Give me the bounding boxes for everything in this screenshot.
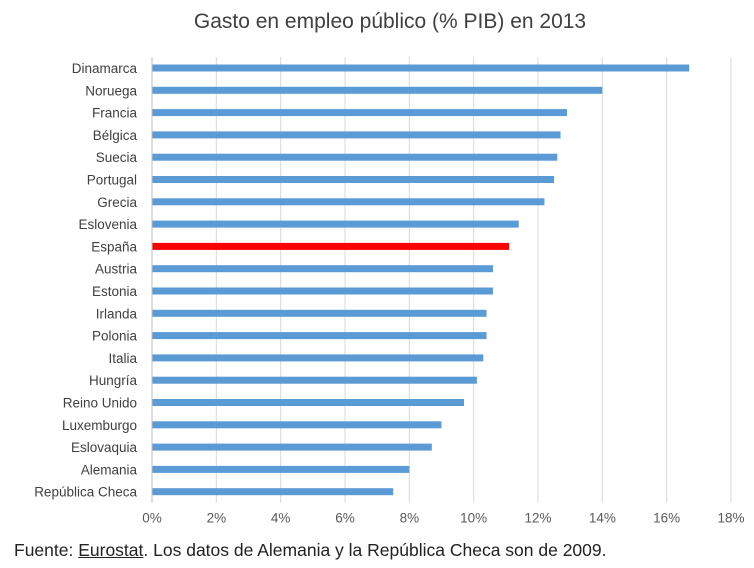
bar	[152, 399, 465, 406]
bars	[152, 64, 690, 496]
bar	[152, 176, 555, 183]
bar	[152, 465, 410, 473]
category-label: Alemania	[81, 462, 138, 477]
bar	[152, 220, 519, 228]
bar	[152, 488, 394, 496]
source-suffix: . Los datos de Alemania y la República C…	[143, 540, 607, 560]
category-label: Hungría	[89, 373, 138, 388]
x-tick-label: 0%	[142, 511, 162, 526]
category-label: Dinamarca	[72, 61, 138, 76]
x-tick-label: 6%	[335, 511, 355, 526]
category-label: Suecia	[96, 150, 138, 165]
category-label: Irlanda	[96, 306, 138, 321]
x-tick-label: 14%	[589, 511, 616, 526]
category-label: Italia	[108, 351, 137, 366]
x-tick-labels: 0% 2% 4% 6% 8% 10% 12% 14% 16% 18%	[142, 511, 744, 526]
bar	[152, 376, 477, 384]
bar-highlighted	[152, 242, 510, 250]
x-tick-label: 18%	[717, 511, 744, 526]
category-label: Francia	[92, 106, 138, 121]
x-tick-label: 10%	[460, 511, 487, 526]
bar	[152, 309, 487, 317]
bar	[152, 198, 545, 206]
source-note: Fuente: Eurostat. Los datos de Alemania …	[14, 540, 607, 561]
category-label: Eslovenia	[78, 217, 137, 232]
bar	[152, 109, 567, 117]
bar	[152, 64, 690, 72]
category-label: Reino Unido	[63, 396, 137, 411]
bar	[152, 443, 432, 451]
x-tick-label: 12%	[524, 511, 551, 526]
bar	[152, 421, 442, 429]
bar	[152, 287, 493, 295]
category-label: Noruega	[85, 83, 137, 98]
bar	[152, 332, 487, 340]
bar	[152, 86, 603, 94]
source-prefix: Fuente:	[14, 540, 79, 560]
bar-chart: Gasto en empleo público (% PIB) en 2013 …	[34, 10, 744, 526]
bar	[152, 354, 484, 362]
category-label: Eslovaquia	[71, 440, 138, 455]
category-label: España	[91, 239, 137, 254]
x-tick-label: 8%	[400, 511, 420, 526]
category-label: Polonia	[92, 329, 138, 344]
category-label: Grecia	[97, 195, 137, 210]
source-link[interactable]: Eurostat	[78, 540, 144, 560]
bar	[152, 265, 493, 273]
category-labels: Dinamarca Noruega Francia Bélgica Suecia Port…	[34, 61, 137, 500]
category-label: Bélgica	[93, 128, 138, 143]
category-label: Estonia	[92, 284, 138, 299]
category-label: Luxemburgo	[62, 418, 137, 433]
bar	[152, 153, 558, 161]
category-label: Austria	[95, 262, 138, 277]
x-tick-label: 2%	[207, 511, 227, 526]
bar	[152, 131, 561, 139]
chart-title: Gasto en empleo público (% PIB) en 2013	[194, 10, 586, 33]
category-label: República Checa	[34, 485, 137, 500]
gridlines	[215, 57, 732, 503]
x-tick-label: 16%	[653, 511, 680, 526]
x-tick-label: 4%	[271, 511, 291, 526]
category-label: Portugal	[87, 173, 137, 188]
